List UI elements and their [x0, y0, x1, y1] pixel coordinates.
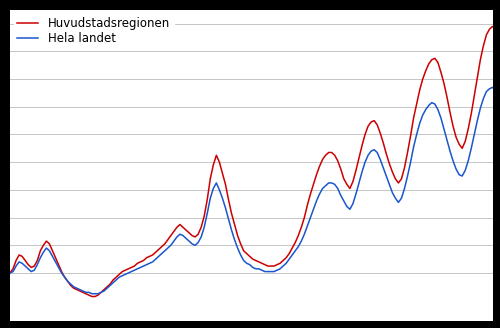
Line: Hela landet: Hela landet — [10, 87, 500, 294]
Huvudstadsregionen — [19, 255, 25, 258]
Hela landet — [89, 292, 95, 296]
Huvudstadsregionen — [490, 25, 496, 29]
Huvudstadsregionen — [150, 253, 156, 257]
Legend: Huvudstadsregionen, Hela landet: Huvudstadsregionen, Hela landet — [14, 13, 173, 49]
Hela landet — [150, 260, 156, 264]
Hela landet — [344, 205, 350, 209]
Hela landet — [480, 96, 486, 100]
Huvudstadsregionen — [7, 271, 13, 275]
Hela landet — [7, 271, 13, 275]
Huvudstadsregionen — [89, 295, 95, 298]
Huvudstadsregionen — [480, 44, 486, 48]
Hela landet — [19, 261, 25, 265]
Line: Huvudstadsregionen: Huvudstadsregionen — [10, 27, 500, 297]
Hela landet — [328, 181, 334, 185]
Huvudstadsregionen — [328, 151, 334, 154]
Huvudstadsregionen — [344, 182, 350, 186]
Hela landet — [490, 85, 496, 89]
